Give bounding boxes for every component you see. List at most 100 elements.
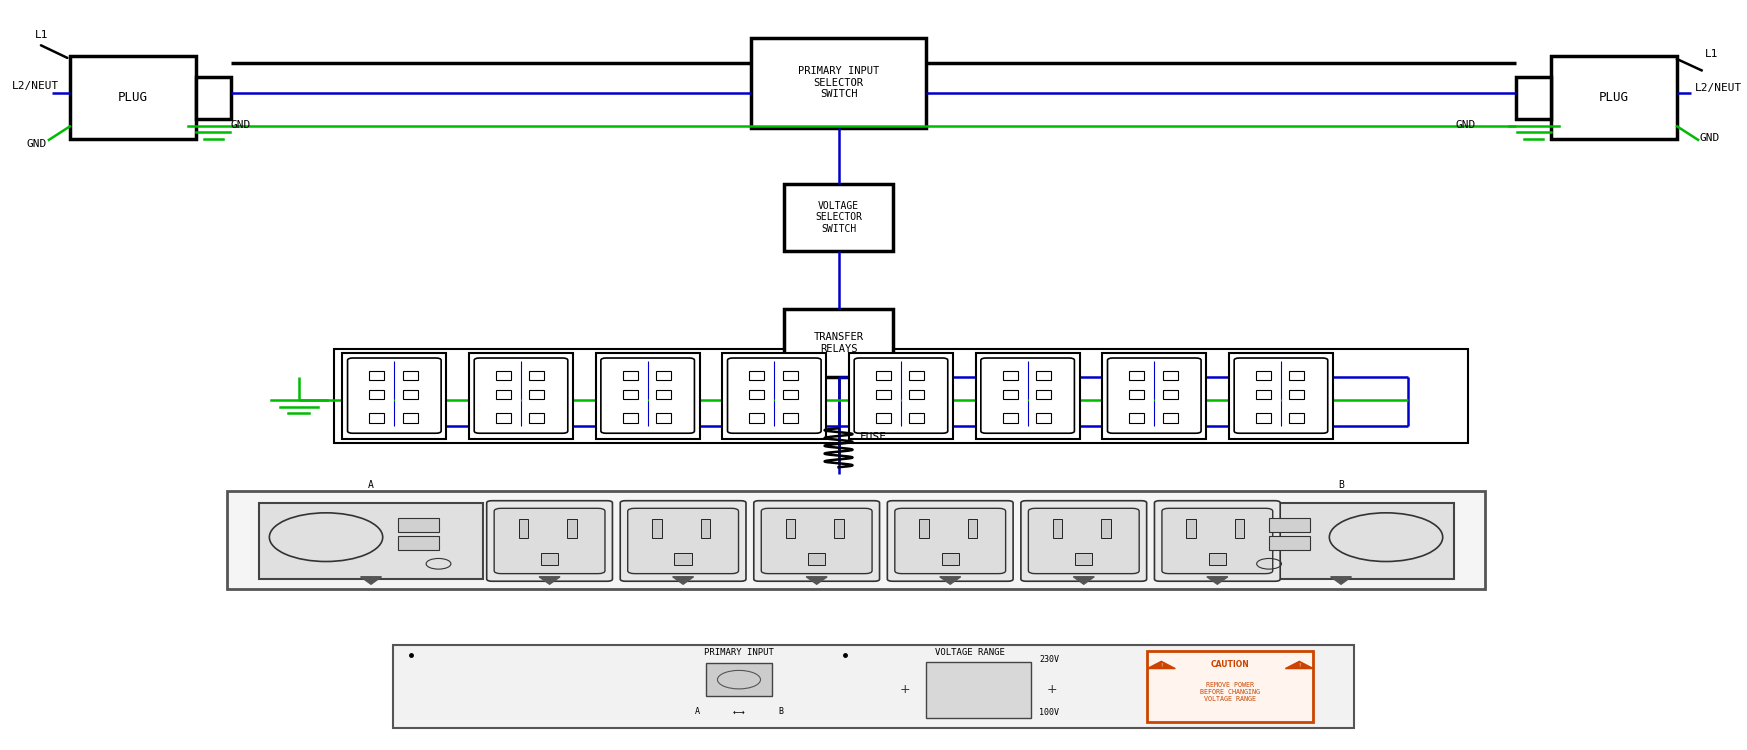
Bar (655, 370, 671, 380)
Bar (1268, 518, 1310, 532)
Bar (342, 352, 445, 439)
Bar (723, 352, 826, 439)
Polygon shape (360, 577, 381, 584)
Text: PRIMARY INPUT: PRIMARY INPUT (704, 648, 774, 657)
Bar (1162, 370, 1177, 380)
Polygon shape (1148, 662, 1176, 668)
Bar (655, 413, 671, 422)
Bar (784, 184, 893, 251)
Text: A: A (369, 480, 374, 490)
Bar (369, 370, 384, 380)
Bar (398, 536, 438, 550)
Bar (568, 519, 577, 538)
Bar (783, 390, 798, 399)
Bar (1228, 352, 1333, 439)
FancyBboxPatch shape (894, 509, 1006, 574)
Bar (749, 390, 765, 399)
Bar (622, 390, 638, 399)
FancyBboxPatch shape (762, 509, 872, 574)
FancyBboxPatch shape (620, 501, 746, 581)
Bar (496, 370, 512, 380)
FancyBboxPatch shape (487, 501, 613, 581)
FancyBboxPatch shape (494, 509, 604, 574)
Bar (402, 370, 418, 380)
Bar (908, 370, 924, 380)
FancyBboxPatch shape (727, 358, 821, 434)
Bar (783, 370, 798, 380)
Bar (674, 553, 692, 565)
Polygon shape (940, 577, 961, 584)
Text: B: B (779, 707, 783, 716)
Bar (749, 370, 765, 380)
Bar (1228, 503, 1454, 579)
Bar (1003, 390, 1019, 399)
Bar (1129, 370, 1144, 380)
FancyBboxPatch shape (854, 358, 949, 434)
Text: L1: L1 (1705, 49, 1719, 58)
Bar (529, 370, 545, 380)
Bar (908, 413, 924, 422)
Bar (596, 352, 699, 439)
Text: PLUG: PLUG (117, 91, 148, 104)
Bar (1268, 536, 1310, 550)
Bar (701, 519, 711, 538)
Bar (1516, 77, 1551, 118)
Text: !: ! (1298, 663, 1300, 668)
Text: GND: GND (1455, 120, 1476, 130)
Text: GND: GND (26, 140, 47, 149)
FancyBboxPatch shape (473, 358, 568, 434)
FancyBboxPatch shape (1162, 509, 1274, 574)
Text: PRIMARY INPUT
SELECTOR
SWITCH: PRIMARY INPUT SELECTOR SWITCH (798, 66, 879, 99)
Text: L2/NEUT: L2/NEUT (12, 81, 59, 92)
Polygon shape (805, 577, 826, 584)
Bar (496, 390, 512, 399)
Text: L1: L1 (35, 30, 49, 40)
Bar (1162, 390, 1177, 399)
Bar (1036, 413, 1052, 422)
Bar (1209, 553, 1226, 565)
Text: FUSE: FUSE (860, 432, 886, 442)
Bar (1129, 413, 1144, 422)
Bar (529, 413, 545, 422)
Bar (655, 390, 671, 399)
Bar (1289, 370, 1305, 380)
Bar (227, 491, 1485, 589)
Bar (849, 352, 952, 439)
Text: VOLTAGE RANGE: VOLTAGE RANGE (935, 648, 1005, 657)
Bar (529, 390, 545, 399)
Polygon shape (1073, 577, 1094, 584)
Text: B: B (1338, 480, 1343, 490)
Text: L2/NEUT: L2/NEUT (1695, 83, 1742, 93)
Bar (1256, 370, 1272, 380)
Bar (622, 370, 638, 380)
Text: GND: GND (231, 120, 252, 130)
Text: +: + (900, 683, 910, 696)
FancyBboxPatch shape (1020, 501, 1146, 581)
Bar (1148, 651, 1314, 722)
Bar (70, 56, 196, 139)
Bar (1053, 519, 1062, 538)
Bar (622, 413, 638, 422)
Bar (1003, 370, 1019, 380)
Text: A: A (695, 707, 699, 716)
FancyBboxPatch shape (601, 358, 695, 434)
Bar (1186, 519, 1197, 538)
Bar (975, 352, 1080, 439)
Bar (369, 390, 384, 399)
Polygon shape (673, 577, 694, 584)
FancyBboxPatch shape (348, 358, 442, 434)
Bar (1036, 390, 1052, 399)
Bar (807, 553, 825, 565)
Bar (786, 519, 795, 538)
FancyBboxPatch shape (887, 501, 1013, 581)
Bar (402, 413, 418, 422)
Bar (1289, 390, 1305, 399)
Bar (784, 309, 893, 376)
Bar (968, 519, 977, 538)
Bar (542, 553, 559, 565)
Bar (875, 370, 891, 380)
Bar (1289, 413, 1305, 422)
Bar (942, 553, 959, 565)
Bar (751, 38, 926, 128)
Bar (1003, 413, 1019, 422)
